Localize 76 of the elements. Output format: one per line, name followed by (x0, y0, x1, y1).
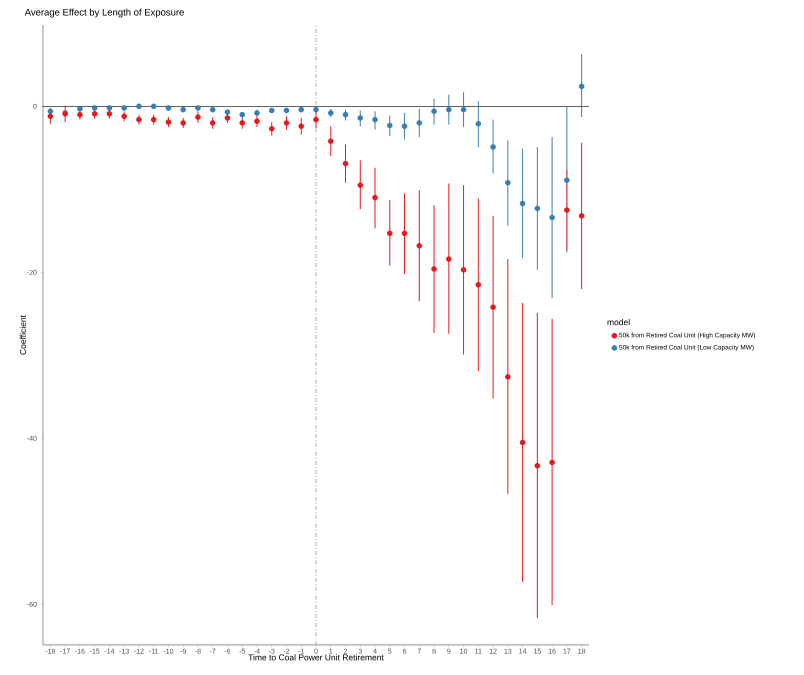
point (298, 123, 304, 130)
point (268, 126, 275, 132)
point (180, 120, 186, 126)
point (534, 206, 540, 212)
point (460, 106, 466, 112)
point (328, 138, 334, 144)
point (446, 106, 452, 112)
point (254, 118, 260, 124)
point (166, 105, 172, 111)
point (357, 182, 364, 188)
point (121, 105, 127, 111)
point (342, 160, 348, 166)
point (195, 114, 201, 120)
point (136, 104, 142, 110)
point (549, 460, 555, 466)
y-axis-title: Coefficient (20, 315, 26, 355)
point (386, 122, 393, 128)
point (505, 180, 511, 186)
point (224, 109, 230, 115)
point (180, 106, 186, 112)
chart-title: Average Effect by Length of Exposure (24, 8, 184, 18)
point (534, 462, 540, 469)
point (446, 256, 452, 262)
legend-title: model (608, 318, 630, 326)
point (92, 105, 98, 111)
point (402, 230, 408, 236)
point (284, 120, 290, 126)
point (564, 177, 570, 183)
point (77, 106, 83, 112)
point (372, 194, 378, 200)
point (402, 123, 408, 130)
point (520, 200, 526, 206)
point (505, 374, 511, 380)
point (386, 230, 393, 236)
point (578, 84, 584, 90)
point (239, 120, 246, 126)
point (416, 242, 422, 249)
point (210, 106, 216, 112)
point (564, 207, 570, 213)
point (106, 111, 112, 117)
point (460, 267, 466, 273)
point (106, 105, 112, 111)
point (298, 106, 304, 112)
point (195, 105, 201, 111)
point (92, 111, 98, 117)
point (313, 116, 319, 122)
point (431, 266, 437, 272)
x-axis-title: Time to Coal Power Unit Retirement (248, 654, 384, 660)
point (416, 120, 422, 126)
point (520, 440, 526, 446)
point (357, 115, 364, 121)
point (549, 214, 555, 220)
point (328, 110, 334, 116)
point (284, 108, 290, 114)
point (48, 113, 54, 120)
point (490, 304, 496, 310)
point (268, 108, 275, 114)
point (342, 112, 348, 118)
point (150, 104, 156, 110)
point (431, 108, 437, 114)
point (239, 112, 246, 118)
point (476, 120, 482, 127)
point (210, 120, 216, 126)
point (224, 115, 230, 121)
point (121, 113, 127, 120)
point (372, 116, 378, 122)
point (150, 116, 156, 122)
point (166, 119, 172, 125)
point (313, 106, 319, 112)
point (490, 144, 496, 150)
point (77, 112, 83, 118)
point (254, 110, 260, 116)
point (578, 213, 584, 219)
point (48, 108, 54, 114)
point (476, 282, 482, 288)
point (136, 116, 142, 122)
